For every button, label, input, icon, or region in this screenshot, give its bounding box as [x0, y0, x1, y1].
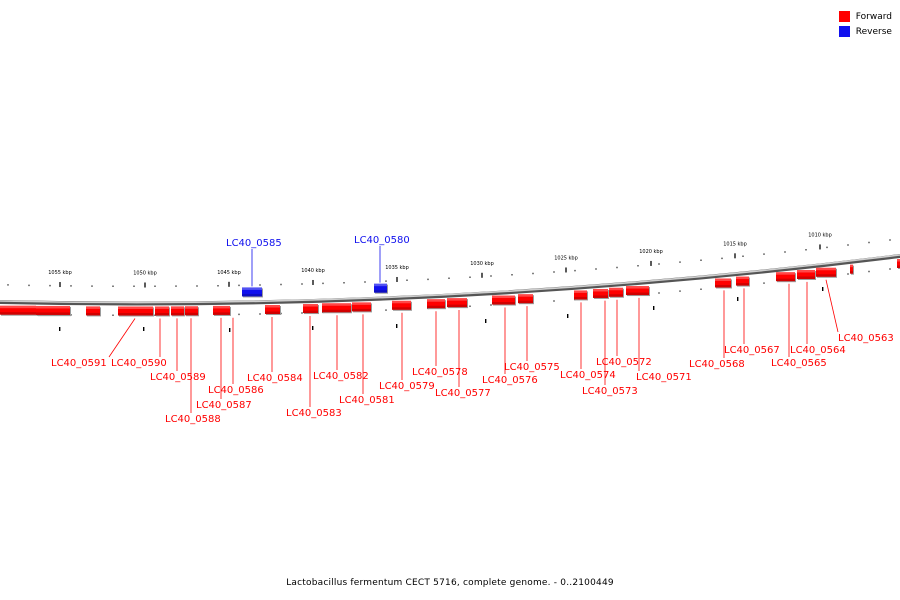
gene-label: LC40_0591: [51, 358, 107, 369]
scale-tick-label: 1040 kbp: [301, 268, 325, 274]
gene-label: LC40_0568: [689, 359, 745, 370]
legend: Forward Reverse: [838, 9, 892, 39]
gene-features: [0, 259, 900, 317]
forward-gene: [715, 278, 732, 289]
forward-gene: [574, 290, 588, 301]
gene-label: LC40_0577: [435, 388, 491, 399]
forward-gene-segment: [850, 264, 854, 275]
forward-gene: [265, 305, 281, 316]
feature-mark: [229, 328, 231, 332]
gene-label: LC40_0571: [636, 372, 692, 383]
feature-mark: [312, 326, 314, 330]
gene-label: LC40_0585: [226, 238, 282, 249]
gene-label: LC40_0587: [196, 400, 252, 411]
forward-gene: [736, 276, 750, 287]
forward-gene: [492, 295, 516, 306]
gene-label: LC40_0579: [379, 381, 435, 392]
backbone-shadow: [0, 254, 900, 306]
forward-gene: [392, 300, 412, 311]
scale-tick-label: 1015 kbp: [723, 241, 747, 247]
scale-tick-label: 1035 kbp: [385, 265, 409, 271]
scale-tick-label: 1025 kbp: [554, 255, 578, 261]
leader-line: [108, 318, 136, 358]
forward-gene-segment: [86, 306, 101, 317]
scale-tick-label: 1020 kbp: [639, 249, 663, 255]
gene-label: LC40_0586: [208, 385, 264, 396]
forward-gene: [118, 306, 154, 317]
leader-line: [825, 279, 839, 333]
gene-label: LC40_0588: [165, 414, 221, 425]
forward-gene: [427, 299, 446, 310]
reverse-gene: [374, 283, 388, 294]
forward-gene: [322, 303, 352, 314]
gene-label: LC40_0582: [313, 371, 369, 382]
forward-gene: [593, 288, 609, 299]
gene-labels: LC40_0591 LC40_0590 LC40_0589 LC40_0588 LC40…: [51, 235, 894, 425]
genome-caption: Lactobacillus fermentum CECT 5716, compl…: [286, 578, 614, 588]
forward-gene: [776, 272, 796, 283]
label-leaders: [108, 246, 839, 413]
forward-gene: [185, 306, 199, 317]
scale-tick-label: 1055 kbp: [48, 270, 72, 276]
scale-tick-label: 1050 kbp: [133, 271, 157, 277]
gene-label: LC40_0574: [560, 370, 616, 381]
feature-mark: [653, 306, 655, 310]
feature-mark: [396, 324, 398, 328]
gene-label: LC40_0583: [286, 408, 342, 419]
reverse-gene: [242, 287, 263, 298]
feature-mark: [737, 297, 739, 301]
forward-label: Forward: [855, 11, 892, 22]
gene-label: LC40_0564: [790, 345, 846, 356]
gene-label: LC40_0575: [504, 362, 560, 373]
feature-mark: [567, 314, 569, 318]
forward-swatch: [838, 11, 850, 22]
scale-tick-label: 1045 kbp: [217, 270, 241, 276]
forward-gene: [626, 286, 650, 297]
forward-gene: [518, 294, 534, 305]
gene-label: LC40_0584: [247, 373, 303, 384]
gene-label: LC40_0563: [838, 333, 894, 344]
gene-label: LC40_0581: [339, 395, 395, 406]
gene-label: LC40_0573: [582, 386, 638, 397]
gene-label: LC40_0572: [596, 357, 652, 368]
reverse-swatch: [838, 26, 850, 37]
gene-label: LC40_0590: [111, 358, 167, 369]
forward-gene: [447, 298, 468, 309]
forward-gene: [609, 287, 624, 298]
gene-label: LC40_0565: [771, 358, 827, 369]
forward-gene: [352, 302, 372, 313]
forward-gene: [171, 306, 185, 317]
scale-tick-label: 1030 kbp: [470, 261, 494, 267]
feature-mark: [485, 319, 487, 323]
forward-gene-segment: [897, 259, 900, 269]
gene-label: LC40_0580: [354, 235, 410, 246]
genome-backbone: [0, 254, 900, 304]
gene-label: LC40_0578: [412, 367, 468, 378]
forward-gene: [36, 305, 71, 316]
scale-ticks: 1055 kbp 1050 kbp 1045 kbp 1040 kbp 1035 kbp…: [7, 232, 891, 332]
forward-gene-segment: [0, 305, 37, 316]
forward-gene: [816, 267, 837, 278]
forward-gene: [213, 305, 231, 316]
feature-mark: [822, 287, 824, 291]
gene-label: LC40_0576: [482, 375, 538, 386]
legend-forward: Forward: [838, 9, 892, 24]
legend-reverse: Reverse: [838, 24, 892, 39]
forward-gene: [303, 304, 319, 315]
gene-label: LC40_0589: [150, 372, 206, 383]
feature-mark: [59, 327, 61, 331]
scale-tick-label: 1010 kbp: [808, 232, 832, 238]
reverse-label: Reverse: [855, 26, 892, 37]
forward-gene: [797, 269, 816, 280]
feature-mark: [143, 327, 145, 331]
forward-gene: [155, 306, 170, 317]
gene-label: LC40_0567: [724, 345, 780, 356]
